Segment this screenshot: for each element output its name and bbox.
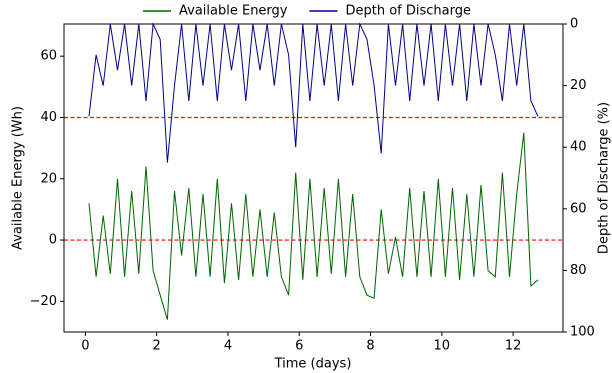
y2-tick-label: 60 [570,201,587,216]
legend-label: Available Energy [179,4,288,19]
y2-tick-label: 0 [570,17,578,32]
x-tick-label: 6 [295,339,303,354]
legend-label: Depth of Discharge [346,4,472,19]
y-tick-label: −20 [30,294,57,309]
x-tick-label: 2 [153,339,161,354]
y-tick-label: 40 [40,110,57,125]
x-axis-label: Time (days) [274,357,352,372]
x-tick-label: 0 [81,339,89,354]
x-tick-label: 4 [224,339,232,354]
y2-tick-label: 100 [570,325,595,340]
y-tick-label: 60 [40,49,57,64]
y-tick-label: 0 [49,233,57,248]
plot-frame [63,23,564,333]
series-line [88,22,539,163]
y2-axis-label: Depth of Discharge (%) [597,102,612,254]
y2-tick-label: 40 [570,140,587,155]
y-axis-label: Available Energy (Wh) [11,106,26,250]
y-tick-label: 20 [40,171,57,186]
x-tick-label: 8 [366,339,374,354]
x-tick-label: 12 [505,339,522,354]
y2-tick-label: 20 [570,78,587,93]
x-tick-label: 10 [434,339,451,354]
series-line [88,132,539,320]
y2-tick-label: 80 [570,263,587,278]
